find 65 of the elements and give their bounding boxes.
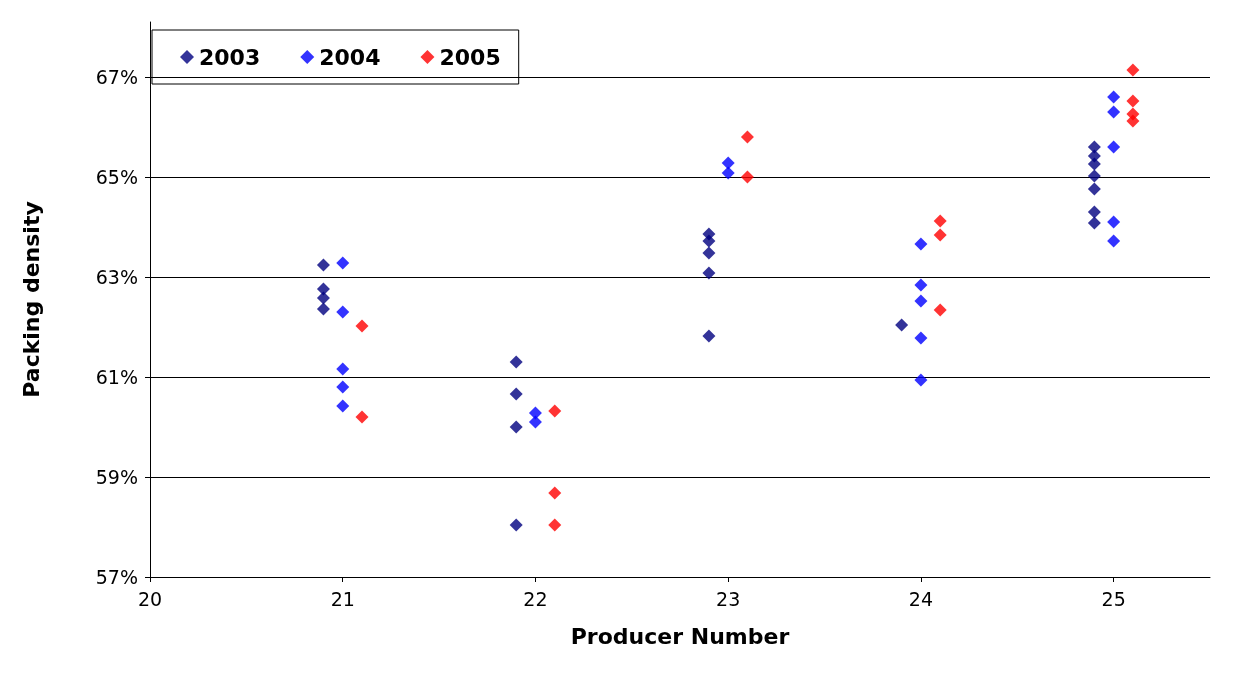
y-tick-label: 63% bbox=[95, 266, 138, 288]
point bbox=[548, 486, 562, 500]
point bbox=[316, 258, 330, 272]
x-tick-label: 24 bbox=[908, 587, 933, 610]
point bbox=[702, 329, 716, 343]
point bbox=[1107, 234, 1121, 248]
x-tick-label: 20 bbox=[137, 587, 163, 610]
point bbox=[316, 291, 330, 305]
point bbox=[1126, 94, 1140, 108]
point bbox=[914, 237, 928, 251]
point bbox=[355, 410, 369, 424]
y-tick-label: 57% bbox=[95, 566, 138, 588]
point bbox=[914, 278, 928, 292]
point bbox=[336, 399, 350, 413]
x-tick-label: 21 bbox=[330, 587, 355, 610]
point bbox=[740, 170, 754, 184]
point bbox=[914, 294, 928, 308]
point bbox=[914, 331, 928, 345]
point bbox=[1087, 216, 1101, 230]
point bbox=[509, 355, 523, 369]
point bbox=[548, 518, 562, 532]
point bbox=[548, 404, 562, 418]
x-tick-label: 25 bbox=[1101, 587, 1126, 610]
point bbox=[336, 380, 350, 394]
point bbox=[933, 214, 947, 228]
point bbox=[355, 319, 369, 333]
point bbox=[1107, 90, 1121, 104]
point bbox=[895, 318, 909, 332]
point bbox=[336, 256, 350, 270]
legend-label: 2003 bbox=[199, 44, 261, 70]
point bbox=[914, 373, 928, 387]
point bbox=[1126, 63, 1140, 77]
point bbox=[1087, 205, 1101, 219]
legend-label: 2005 bbox=[439, 44, 501, 70]
y-tick-label: 65% bbox=[95, 166, 138, 188]
point bbox=[509, 518, 523, 532]
y-axis-title: Packing density bbox=[18, 201, 44, 398]
point bbox=[1087, 182, 1101, 196]
point bbox=[721, 156, 735, 170]
point bbox=[933, 228, 947, 242]
x-tick-label: 22 bbox=[523, 587, 548, 610]
point bbox=[740, 130, 754, 144]
point bbox=[1107, 140, 1121, 154]
y-tick-label: 59% bbox=[95, 466, 138, 488]
point bbox=[1107, 215, 1121, 229]
point bbox=[702, 246, 716, 260]
point bbox=[933, 303, 947, 317]
point bbox=[336, 305, 350, 319]
legend-label: 2004 bbox=[319, 44, 381, 70]
point bbox=[528, 415, 542, 429]
point bbox=[721, 166, 735, 180]
point bbox=[1126, 114, 1140, 128]
point bbox=[509, 387, 523, 401]
y-tick-label: 67% bbox=[95, 66, 138, 88]
point bbox=[509, 420, 523, 434]
point bbox=[702, 266, 716, 280]
point bbox=[336, 362, 350, 376]
point bbox=[702, 234, 716, 248]
y-tick-label: 61% bbox=[95, 366, 138, 388]
point bbox=[1107, 105, 1121, 119]
point bbox=[1087, 169, 1101, 183]
x-tick-label: 23 bbox=[716, 587, 741, 610]
x-axis-title: Producer Number bbox=[570, 623, 790, 649]
point bbox=[1087, 157, 1101, 171]
point bbox=[316, 302, 330, 316]
